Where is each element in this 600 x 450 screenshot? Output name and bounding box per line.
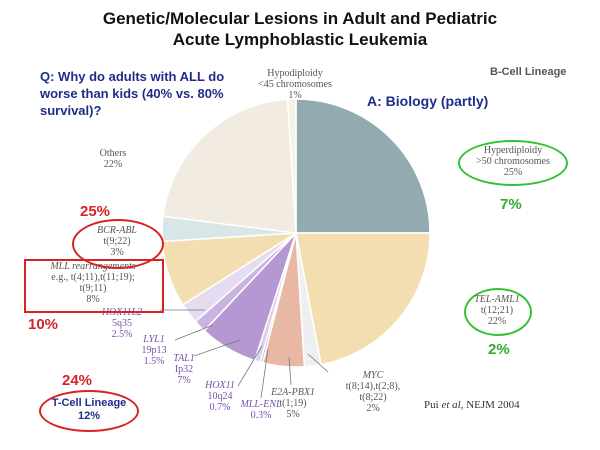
adult-pct-tcell: 24% bbox=[62, 372, 93, 389]
label-hypodiploidy: Hypodiploidy <45 chromosomes 1% bbox=[258, 68, 332, 101]
tcell-lineage-oval: T-Cell Lineage 12% bbox=[39, 390, 139, 432]
hyperdiploidy-highlight-oval bbox=[458, 140, 568, 186]
pie-slice-hypodiploidy-45-chromosomes bbox=[286, 98, 297, 234]
label-hox11: HOX11 10q24 0.7% bbox=[205, 380, 235, 413]
leader-lines bbox=[160, 309, 329, 399]
tcell-lineage-label: T-Cell Lineage bbox=[51, 397, 127, 409]
chart-title-line1: Genetic/Molecular Lesions in Adult and P… bbox=[102, 9, 498, 28]
label-others: Others 22% bbox=[99, 148, 127, 170]
pie-slice-hyperdiploidy-50-chromosomes bbox=[295, 98, 431, 234]
adult-pct-bcr-abl: 25% bbox=[80, 203, 111, 220]
label-tal1: TAL1 Ip32 7% bbox=[173, 353, 195, 386]
b-cell-lineage-label: B-Cell Lineage bbox=[490, 66, 567, 78]
label-hyperdiploidy: Hyperdiploidy >50 chromosomes 25% bbox=[476, 145, 550, 178]
bcr-abl-highlight-oval bbox=[72, 219, 164, 269]
answer-text: A: Biology (partly) bbox=[367, 93, 489, 109]
adult-pct-tel-aml1: 2% bbox=[488, 341, 510, 358]
tcell-lineage-value: 12% bbox=[77, 410, 101, 422]
pie-slice-tel-aml1-t-12-21 bbox=[295, 232, 431, 366]
label-tel-aml1: TEL-AML1 t(12;21) 22% bbox=[474, 294, 520, 327]
citation: Pui et al, NEJM 2004 bbox=[424, 399, 520, 411]
label-mll-enl: MLL-ENL 0.3% bbox=[240, 399, 282, 421]
question-text: Q: Why do adults with ALL do worse than … bbox=[40, 69, 225, 118]
label-mll: MLL rearrangements e.g., t(4;11),t(11;19)… bbox=[50, 261, 136, 305]
chart-title-line2: Acute Lymphoblastic Leukemia bbox=[172, 30, 428, 49]
adult-pct-mll: 10% bbox=[28, 316, 59, 333]
label-myc: MYC t(8;14),t(2;8), t(8;22) 2% bbox=[345, 370, 401, 414]
pie-slice-others bbox=[162, 98, 297, 234]
label-e2a-pbx1: E2A-PBX1 t(1;19) 5% bbox=[271, 387, 315, 420]
adult-pct-hyperdiploidy: 7% bbox=[500, 196, 522, 213]
label-lyl1: LYL1 19p13 1.5% bbox=[141, 334, 167, 367]
tel-aml1-highlight-oval bbox=[464, 288, 532, 336]
label-bcr-abl: BCR-ABL t(9;22) 3% bbox=[97, 225, 137, 258]
